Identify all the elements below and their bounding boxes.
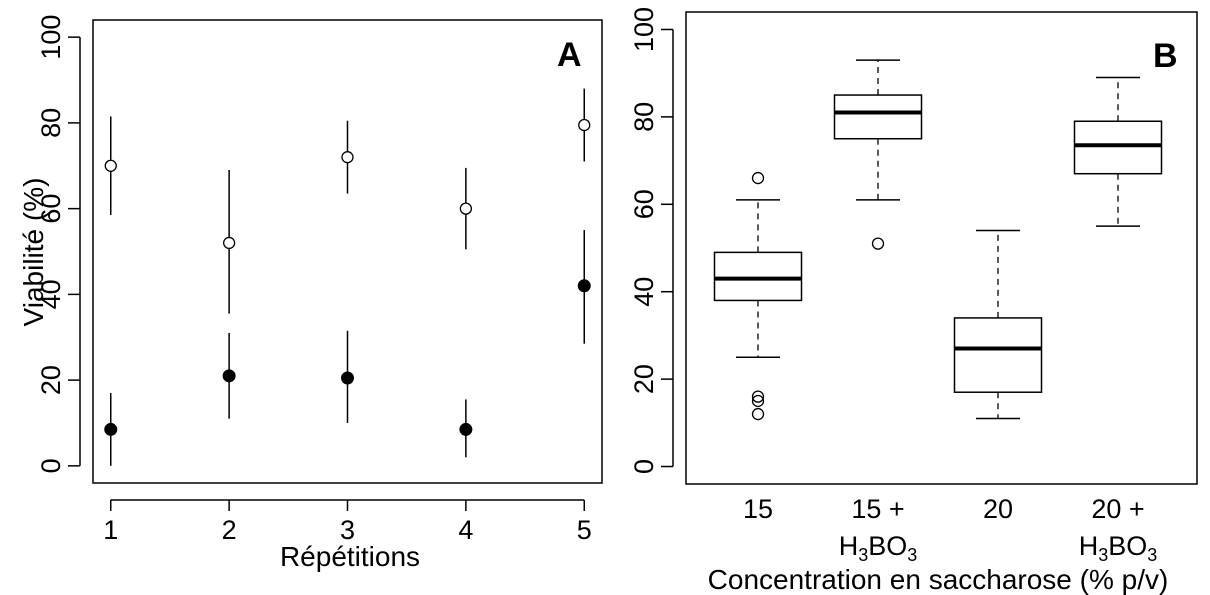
open-circle-point	[578, 118, 591, 132]
panel-a-x-tick-label: 4	[458, 515, 473, 545]
panel-b-x-tick-label: 15	[743, 494, 773, 524]
formula-text: H	[1079, 531, 1099, 561]
panel-a-data-marks	[104, 88, 591, 466]
panel-b-data-marks	[713, 59, 1163, 421]
panel-a-y-tick-label: 0	[36, 458, 66, 473]
panel-b-plot-frame	[685, 11, 1198, 485]
box-outlier-point	[871, 237, 885, 250]
box-outlier-point	[751, 394, 765, 408]
panel-b-y-tick-label: 0	[629, 459, 659, 474]
open-circle-point	[459, 202, 473, 215]
panel-a-x-tick-label: 3	[340, 515, 355, 545]
panel-a-y-tick-label: 100	[36, 15, 66, 60]
panel-b-y-tick-label: 20	[629, 364, 659, 394]
box-iqr	[953, 317, 1043, 393]
filled-circle-point	[222, 369, 236, 383]
formula-subscript: 3	[1098, 545, 1108, 565]
panel-b-x-tick-label: 20 +	[1091, 494, 1144, 524]
formula-subscript: 3	[907, 545, 917, 565]
panel-a-y-axis-title: Viabilité (%)	[18, 178, 49, 327]
panel-b-y-tick-label: 80	[629, 102, 659, 132]
panel-a-plot-frame	[92, 19, 603, 484]
panel-b-y-tick-label: 100	[629, 7, 659, 52]
panel-b-x-tick-label: 15 +	[851, 494, 904, 524]
panel-a-x-tick-label: 1	[103, 515, 118, 545]
panel-a-scatter-chart: A Répétitions Viabilité (%) 0 20 40 60 80 100…	[18, 15, 603, 572]
box-outlier-point	[751, 171, 765, 185]
filled-circle-point	[341, 371, 354, 385]
open-circle-point	[104, 159, 117, 172]
panel-a-label: A	[557, 36, 582, 74]
filled-circle-point	[577, 279, 591, 293]
panel-a-x-tick-label: 5	[577, 515, 592, 545]
formula-subscript: 3	[858, 545, 868, 565]
panel-b-x-tick-formula: H3BO3	[1079, 531, 1158, 565]
formula-subscript: 3	[1147, 545, 1157, 565]
panel-a-axes: 0 20 40 60 80 100 1 2 3 4 5	[36, 15, 592, 545]
panel-a-y-tick-label: 80	[36, 108, 66, 138]
panel-b-y-tick-label: 60	[629, 189, 659, 219]
open-circle-point	[341, 151, 354, 164]
formula-text: BO	[1108, 531, 1147, 561]
filled-circle-point	[459, 422, 473, 436]
panel-b-x-tick-formula: H3BO3	[839, 531, 918, 565]
panel-b-x-tick-label: 20	[983, 494, 1013, 524]
box-outlier-point	[751, 390, 765, 403]
box-iqr	[833, 94, 923, 140]
formula-text: H	[839, 531, 859, 561]
panel-b-x-axis-title: Concentration en saccharose (% p/v)	[708, 564, 1169, 595]
panel-b-label: B	[1153, 37, 1178, 75]
panel-a-y-tick-label: 40	[36, 279, 66, 309]
panel-a-x-axis-title: Répétitions	[280, 541, 420, 572]
panel-a-y-tick-label: 20	[36, 365, 66, 395]
formula-text: BO	[868, 531, 907, 561]
panel-b-y-tick-label: 40	[629, 277, 659, 307]
panel-a-x-tick-label: 2	[222, 515, 237, 545]
box-iqr	[1073, 120, 1163, 175]
filled-circle-point	[104, 422, 118, 436]
panel-a-y-tick-label: 60	[36, 194, 66, 224]
panel-b-boxplot-chart: B Concentration en saccharose (% p/v) 0 2…	[629, 7, 1198, 595]
open-circle-point	[222, 236, 236, 250]
box-outlier-point	[751, 407, 765, 421]
box-iqr	[713, 251, 803, 302]
